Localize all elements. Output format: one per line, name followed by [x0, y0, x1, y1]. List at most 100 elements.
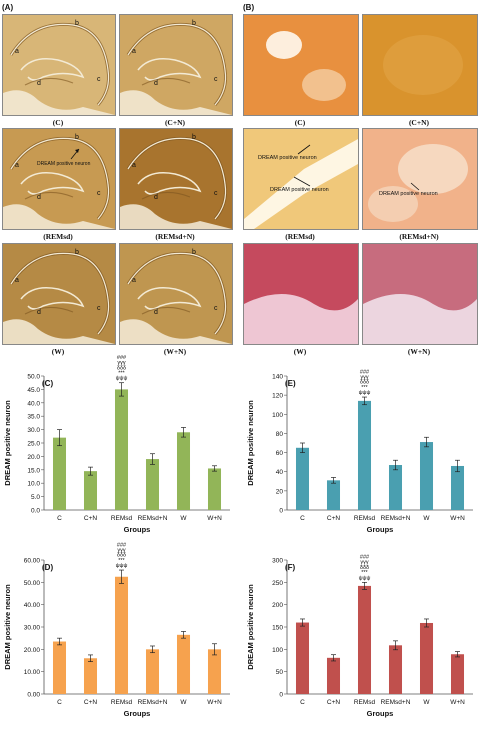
- significance-mark: ψψψ: [116, 563, 128, 569]
- region-label: c: [214, 76, 218, 83]
- bar: [295, 447, 310, 510]
- bar: [388, 645, 403, 694]
- hippocampus-image: a b c d: [119, 243, 233, 345]
- y-tick-label: 0.00: [27, 692, 40, 699]
- bar: [295, 622, 310, 694]
- bar: [326, 657, 341, 694]
- significance-mark: ###: [360, 369, 370, 375]
- region-label: a: [15, 162, 19, 169]
- neuron-stain-image: [362, 14, 478, 116]
- y-tick-label: 5.0: [31, 494, 40, 501]
- significance-mark: ###: [117, 542, 127, 548]
- image-caption: (REMsd): [285, 232, 315, 241]
- significance-mark: ψψψ: [116, 376, 128, 382]
- y-tick-label: 120: [272, 393, 283, 400]
- neuron-stain-image: [362, 243, 478, 345]
- image-caption: (REMsd+N): [399, 232, 439, 241]
- bar: [388, 465, 403, 510]
- significance-mark: ###: [117, 355, 127, 361]
- y-tick-label: 100: [272, 412, 283, 419]
- bar: [326, 480, 341, 510]
- x-tick-label: REMsd: [354, 699, 376, 706]
- bar: [145, 459, 160, 510]
- significance-mark: γγγ: [360, 560, 369, 566]
- region-label: c: [97, 305, 101, 312]
- x-tick-label: REMsd+N: [381, 699, 411, 706]
- neuron-stain-image: [243, 243, 359, 345]
- hippocampus-image: a b c d: [119, 14, 233, 116]
- neuron-stain-image: DREAM positive neuron: [362, 128, 478, 230]
- bar: [114, 576, 129, 694]
- x-tick-label: REMsd: [111, 515, 133, 522]
- x-tick-label: REMsd: [111, 699, 133, 706]
- hippocampus-image: a b c d: [2, 14, 116, 116]
- x-tick-label: C+N: [327, 699, 340, 706]
- significance-mark: δδδ: [117, 553, 126, 559]
- x-tick-label: C: [57, 699, 62, 706]
- x-axis-label: Groups: [367, 709, 394, 718]
- significance-mark: ***: [118, 371, 125, 377]
- x-tick-label: C+N: [84, 699, 97, 706]
- y-tick-label: 30.00: [24, 625, 41, 632]
- y-axis-label: DREAM positive neuron: [246, 584, 255, 670]
- image-caption: (W+N): [407, 347, 431, 356]
- bar-chart-e: (E) 0 20 40 60 80 100 120 140 DREAM positive neur…: [243, 368, 479, 550]
- y-tick-label: 80: [276, 431, 284, 438]
- y-axis-label: DREAM positive neuron: [3, 584, 12, 670]
- region-label: b: [192, 134, 196, 141]
- annotation-label: DREAM positive neuron: [258, 155, 317, 161]
- bar: [450, 465, 465, 510]
- chart-panel-tag: (C): [42, 379, 53, 388]
- region-label: b: [192, 20, 196, 27]
- panel-tag-a: (A): [2, 3, 14, 12]
- y-tick-label: 20: [276, 488, 284, 495]
- bar: [357, 585, 372, 694]
- region-label: c: [97, 190, 101, 197]
- significance-mark: ###: [360, 555, 370, 561]
- significance-mark: ψψψ: [359, 575, 371, 581]
- region-label: a: [132, 48, 136, 55]
- x-tick-label: W+N: [207, 699, 222, 706]
- significance-mark: ***: [361, 385, 368, 391]
- x-tick-label: W: [423, 515, 430, 522]
- y-axis-label: DREAM positive neuron: [3, 400, 12, 486]
- panel-tag-b: (B): [243, 3, 255, 12]
- y-tick-label: 10.00: [24, 669, 41, 676]
- bar-chart-c: (C) 0.0 5.0 10.0 15.0 20.0 25.0 30.0 35.0 40.0 45.…: [0, 355, 236, 550]
- annotation-label: DREAM positive neuron: [270, 187, 329, 193]
- bar: [419, 622, 434, 694]
- y-tick-label: 45.0: [27, 387, 40, 394]
- y-tick-label: 60.00: [24, 558, 41, 565]
- region-label: d: [37, 80, 41, 87]
- significance-mark: ***: [361, 570, 368, 576]
- significance-mark: δδδ: [360, 380, 369, 386]
- x-tick-label: C: [300, 699, 305, 706]
- significance-mark: γγγ: [360, 374, 369, 380]
- y-tick-label: 60: [276, 450, 284, 457]
- region-label: b: [192, 249, 196, 256]
- bar: [145, 649, 160, 694]
- y-tick-label: 35.0: [27, 414, 40, 421]
- annotation-label: DREAM positive neuron: [37, 161, 91, 167]
- significance-mark: δδδ: [360, 565, 369, 571]
- y-tick-label: 250: [272, 580, 283, 587]
- image-caption: (W): [51, 347, 65, 356]
- x-tick-label: C: [57, 515, 62, 522]
- x-axis-label: Groups: [124, 525, 151, 534]
- bar-chart-f: (F) 0 50 100 150 200 250 300 DREAM positive neur…: [243, 552, 479, 734]
- image-caption: (W+N): [163, 347, 187, 356]
- bar: [357, 400, 372, 510]
- neuron-stain-image: DREAM positive neuron DREAM positive neur…: [243, 128, 359, 230]
- x-tick-label: C: [300, 515, 305, 522]
- y-tick-label: 20.0: [27, 454, 40, 461]
- bar: [207, 468, 222, 510]
- x-axis-label: Groups: [367, 525, 394, 534]
- bar: [419, 442, 434, 510]
- bar: [176, 634, 191, 694]
- significance-mark: ***: [118, 558, 125, 564]
- y-tick-label: 30.0: [27, 427, 40, 434]
- bar: [207, 649, 222, 694]
- image-caption: (C): [52, 118, 64, 127]
- bar: [176, 432, 191, 510]
- y-tick-label: 200: [272, 602, 283, 609]
